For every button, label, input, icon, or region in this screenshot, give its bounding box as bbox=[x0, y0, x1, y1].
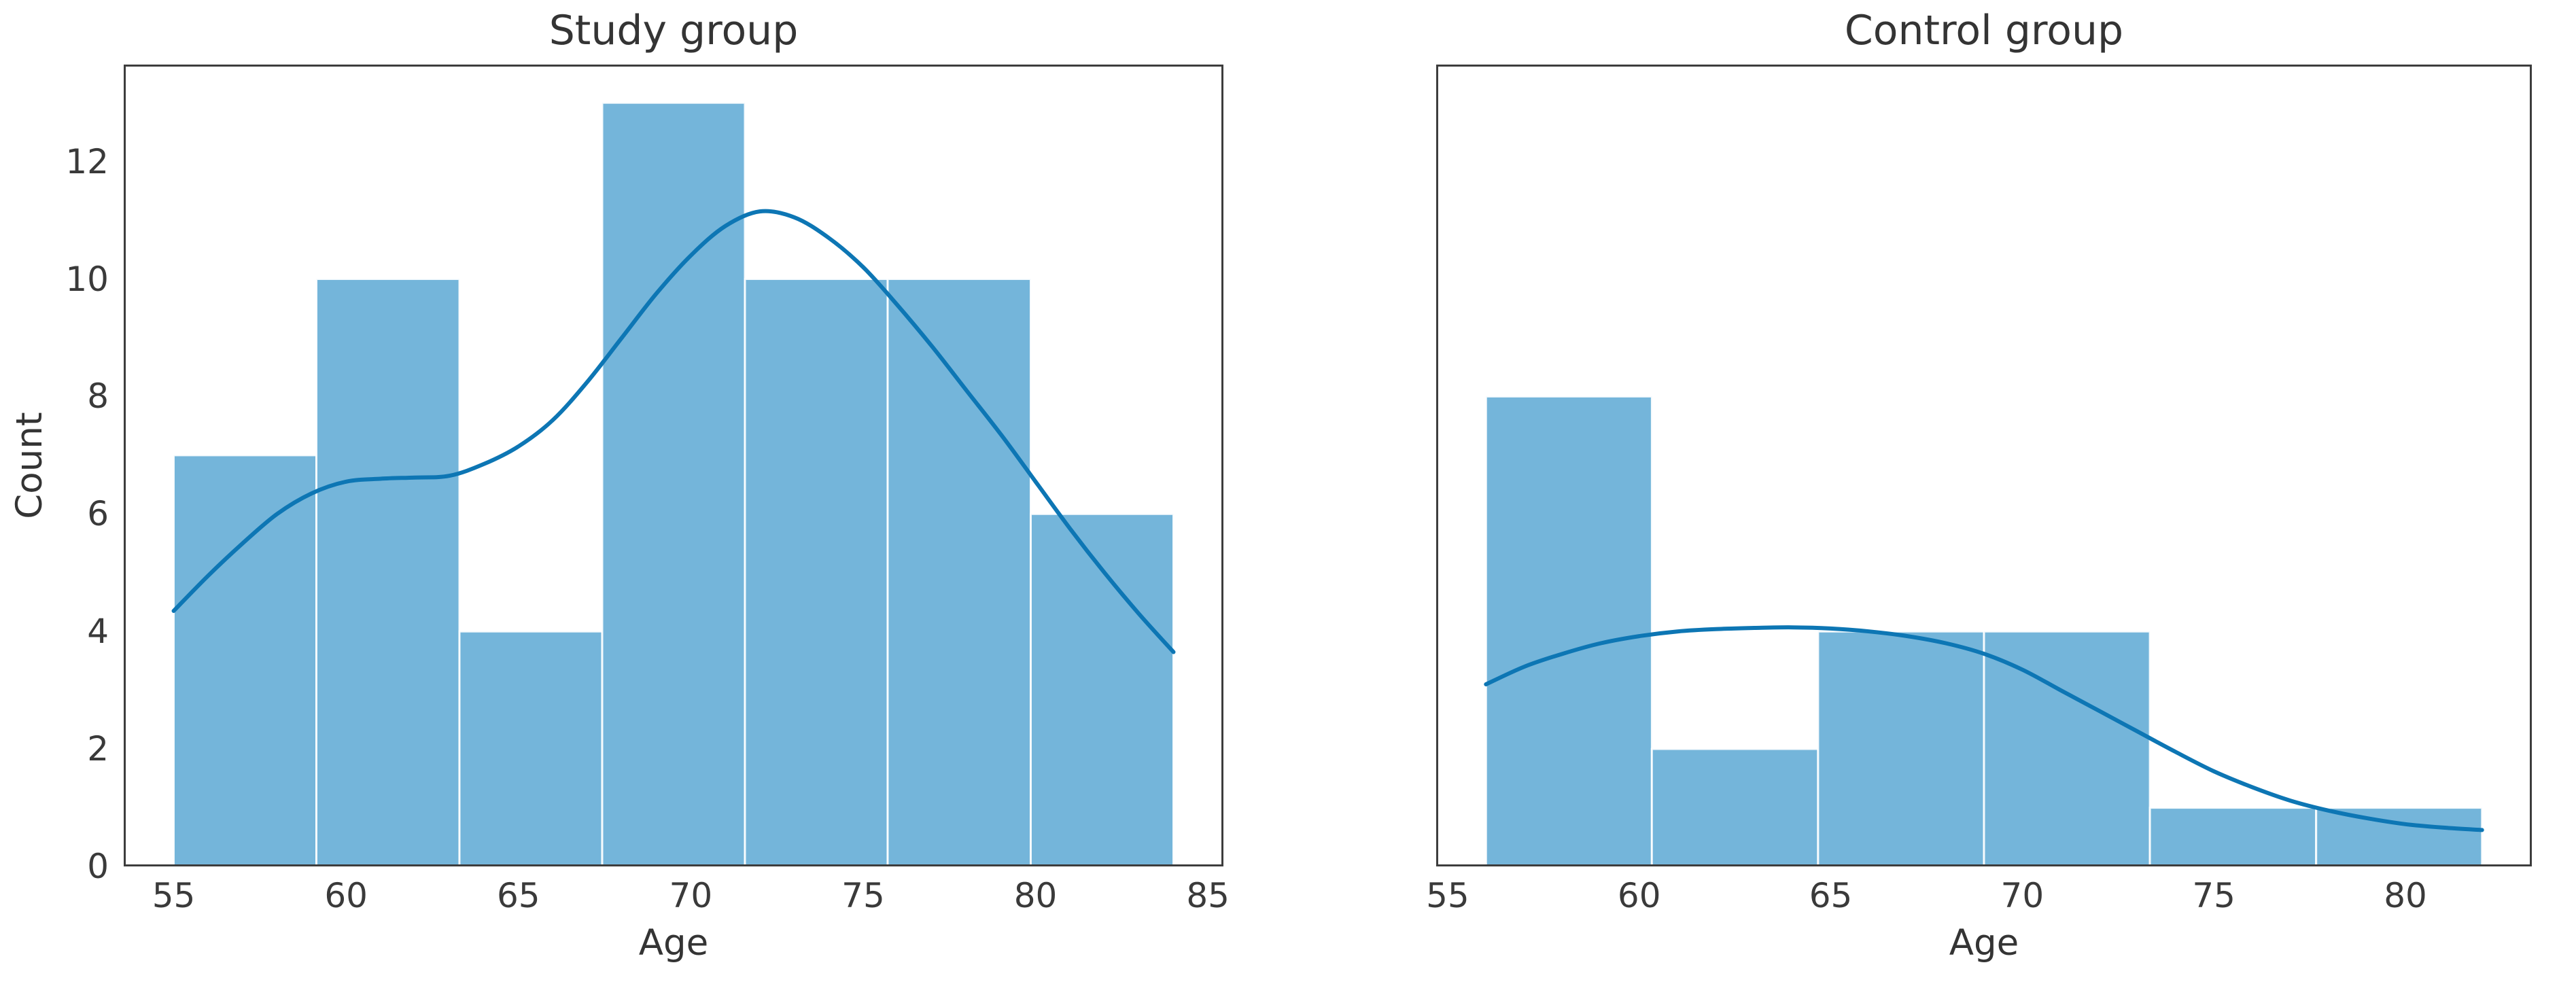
plot-title: Study group bbox=[549, 7, 799, 54]
x-tick-label: 70 bbox=[2000, 876, 2044, 915]
histogram-bar bbox=[1484, 395, 1653, 866]
histogram-bar bbox=[886, 278, 1032, 866]
histogram-bar bbox=[1817, 630, 1985, 866]
y-tick-label: 2 bbox=[87, 729, 109, 769]
x-tick-label: 85 bbox=[1186, 876, 1230, 915]
x-axis-label: Age bbox=[638, 922, 709, 964]
plot-area bbox=[124, 65, 1223, 866]
x-tick-label: 80 bbox=[1013, 876, 1058, 915]
histogram-svg bbox=[1436, 65, 2532, 866]
x-tick-label: 55 bbox=[152, 876, 196, 915]
y-tick-label: 0 bbox=[87, 847, 109, 886]
x-tick-label: 75 bbox=[841, 876, 885, 915]
x-tick-label: 80 bbox=[2384, 876, 2427, 915]
axes-spines bbox=[124, 65, 1223, 866]
y-tick-label: 12 bbox=[65, 141, 109, 181]
axes-spines bbox=[1436, 65, 2532, 866]
x-tick-label: 70 bbox=[669, 876, 713, 915]
histogram-bar bbox=[601, 101, 746, 866]
plot-area bbox=[1436, 65, 2532, 866]
histogram-bar bbox=[458, 630, 604, 866]
histogram-svg bbox=[124, 65, 1223, 866]
histogram-bar bbox=[1650, 748, 1820, 866]
y-tick-label: 8 bbox=[87, 376, 109, 417]
x-tick-label: 75 bbox=[2192, 876, 2235, 915]
kde-curve bbox=[171, 209, 1176, 654]
kde-curve bbox=[1484, 625, 2484, 832]
x-axis-label: Age bbox=[1949, 922, 2019, 964]
y-tick-label: 4 bbox=[87, 612, 109, 652]
histogram-bar bbox=[744, 278, 889, 866]
histogram-bar bbox=[2148, 807, 2318, 866]
histogram-bar bbox=[315, 278, 461, 866]
y-tick-label: 6 bbox=[87, 494, 109, 534]
x-tick-label: 65 bbox=[1809, 876, 1853, 915]
y-tick-label: 10 bbox=[65, 259, 109, 299]
x-tick-label: 65 bbox=[496, 876, 540, 915]
x-tick-label: 60 bbox=[324, 876, 368, 915]
x-tick-label: 60 bbox=[1617, 876, 1661, 915]
histogram-bar bbox=[173, 454, 317, 866]
x-tick-label: 55 bbox=[1426, 876, 1469, 915]
histogram-bar bbox=[2315, 807, 2484, 866]
plot-title: Control group bbox=[1844, 7, 2124, 54]
histogram-bar bbox=[1983, 630, 2151, 866]
